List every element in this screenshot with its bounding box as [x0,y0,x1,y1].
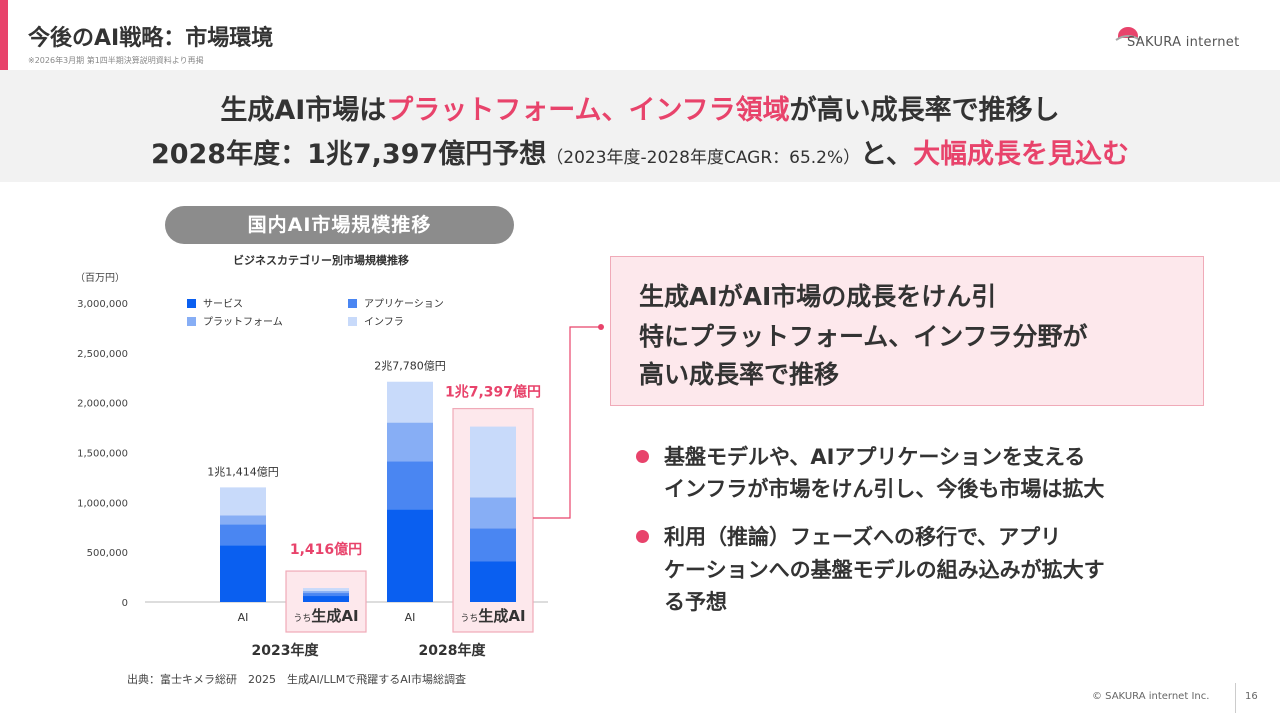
bar-segment [220,545,266,602]
callout-connector [533,326,601,519]
bar-total-label: 1,416億円 [290,541,362,558]
y-tick-label: 3,000,000 [77,299,128,310]
bar-segment [220,487,266,516]
y-tick-label: 0 [122,598,128,609]
bar-segment [387,422,433,462]
bar-segment [387,461,433,510]
bar-segment [303,591,349,594]
bullet-text: る予想 [664,590,727,614]
x-category-main: 生成AI [311,607,358,625]
bar-segment [303,596,349,602]
hero-highlight: プラットフォーム、インフラ領域 [386,95,790,126]
callout-line: 高い成長率で推移 [639,360,840,389]
sakura-logo-icon [1115,27,1141,41]
x-category-label: うち生成AI [460,607,525,625]
legend-swatch [187,317,196,326]
chart-source: 出典：富士キメラ総研 2025 生成AI/LLMで飛躍するAI市場総調査 [127,673,466,686]
legend-label: サービス [203,298,243,310]
hero-text: 2028年度：1兆7,397億円予想 [150,139,547,170]
bullet-text: 基盤モデルや、AIアプリケーションを支える [664,445,1086,469]
source-note: ※2026年3月期 第1四半期決算説明資料より再掲 [28,56,204,65]
x-group-label: 2028年度 [419,642,487,659]
bar-total-label: 1兆1,414億円 [207,465,279,478]
page-number: 16 [1245,691,1258,702]
x-category-prefix: うち [293,613,311,624]
chart-subtitle: ビジネスカテゴリー別市場規模推移 [233,253,409,267]
x-category-label: AI [405,611,416,624]
bar-segment [303,593,349,597]
legend-label: インフラ [364,316,404,328]
y-tick-label: 2,500,000 [77,349,128,360]
bar-segment [470,426,516,498]
copyright: © SAKURA internet Inc. [1092,691,1210,702]
y-tick-label: 1,500,000 [77,449,128,460]
hero-banner [0,70,1280,182]
logo-text: SAKURA internet [1127,35,1240,50]
bullet-text: インフラが市場をけん引し、今後も市場は拡大 [664,477,1105,501]
bullet-dot-icon [636,530,649,543]
legend-swatch [187,299,196,308]
bar-segment [220,515,266,525]
bar-segment [303,588,349,592]
bullet-dot-icon [636,450,649,463]
y-tick-label: 500,000 [87,548,128,559]
legend-label: プラットフォーム [203,316,283,328]
x-group-label: 2023年度 [252,642,320,659]
bar-total-label: 2兆7,780億円 [374,360,446,373]
accent-bar [0,0,8,70]
legend-label: アプリケーション [364,298,444,310]
y-unit-label: （百万円） [75,272,125,284]
hero-highlight: 大幅成長を見込む [913,139,1130,170]
bar-segment [470,497,516,529]
x-category-label: うち生成AI [293,607,358,625]
bar-segment [470,528,516,562]
y-tick-label: 2,000,000 [77,399,128,410]
bullet-text: 利用（推論）フェーズへの移行で、アプリ [664,525,1062,549]
footer-divider [1235,683,1236,713]
page-title: 今後のAI戦略：市場環境 [28,26,274,51]
hero-line-2: 2028年度：1兆7,397億円予想（2023年度-2028年度CAGR：65.… [0,132,1280,171]
x-category-label: AI [238,611,249,624]
bullet-text: ケーションへの基盤モデルの組み込みが拡大す [664,558,1105,582]
connector-dot [598,324,604,330]
bar-segment [387,381,433,423]
hero-cagr: （2023年度-2028年度CAGR：65.2%） [546,148,861,168]
hero-text: と、 [860,139,914,170]
callout-line: 特にプラットフォーム、インフラ分野が [639,322,1088,351]
y-tick-label: 1,000,000 [77,498,128,509]
hero-text: 生成AI市場は [220,95,387,126]
legend-swatch [348,299,357,308]
callout-line: 生成AIがAI市場の成長をけん引 [639,282,997,311]
bar-total-label: 1兆7,397億円 [445,384,541,401]
x-category-main: 生成AI [478,607,525,625]
legend-swatch [348,317,357,326]
bar-segment [470,561,516,602]
hero-line-1: 生成AI市場はプラットフォーム、インフラ領域が高い成長率で推移し [0,88,1280,127]
x-category-prefix: うち [460,613,478,624]
bar-segment [220,524,266,546]
bar-segment [387,509,433,602]
hero-text: が高い成長率で推移し [789,95,1060,126]
callout-box: 生成AIがAI市場の成長をけん引 特にプラットフォーム、インフラ分野が 高い成長… [610,256,1204,406]
chart-title-pill: 国内AI市場規模推移 [165,206,514,244]
